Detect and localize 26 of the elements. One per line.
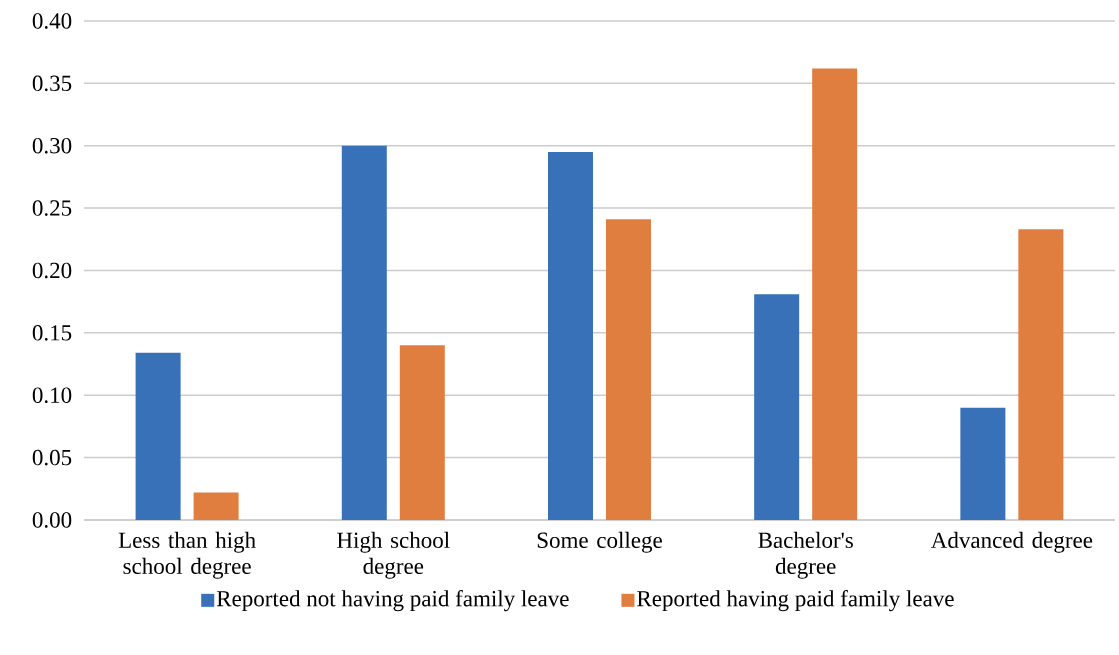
bar <box>1018 229 1064 520</box>
bar <box>135 352 181 520</box>
x-tick-label: Some college <box>537 531 662 553</box>
bar <box>754 294 800 520</box>
y-tick-label: 0.20 <box>32 262 72 279</box>
y-tick-label: 0.00 <box>32 512 72 528</box>
bar <box>605 219 651 520</box>
x-tick-label: Bachelor's degree <box>758 531 853 579</box>
bar <box>547 151 593 520</box>
y-tick-label: 0.40 <box>32 13 72 29</box>
x-tick-label: Advanced degree <box>930 531 1093 553</box>
bar <box>341 145 387 520</box>
y-tick-label: 0.10 <box>32 387 72 404</box>
bar <box>399 345 445 520</box>
x-tick-label: High school degree <box>337 531 450 579</box>
y-tick-label: 0.30 <box>32 137 72 154</box>
y-tick-label: 0.25 <box>32 200 72 216</box>
legend-label: Reported not having paid family leave <box>216 590 569 612</box>
bar <box>812 68 858 520</box>
legend-label: Reported having paid family leave <box>637 590 954 612</box>
y-tick-label: 0.15 <box>32 325 72 341</box>
y-tick-label: 0.05 <box>32 449 72 466</box>
bar <box>193 492 239 520</box>
x-tick-label: Less than high school degree <box>118 531 256 579</box>
y-tick-label: 0.35 <box>32 75 72 92</box>
bar <box>960 407 1006 520</box>
